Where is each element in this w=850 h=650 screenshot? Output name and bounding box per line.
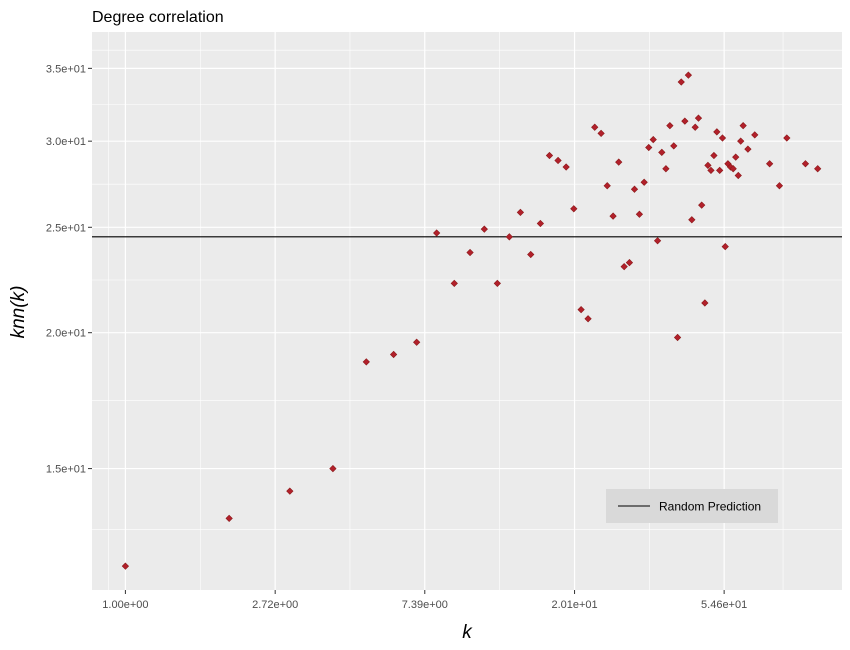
- data-point: [681, 117, 689, 125]
- x-tick-label: 2.01e+01: [551, 599, 597, 611]
- y-axis-ticks: 1.5e+01 2.0e+01 2.5e+01 3.0e+01 3.5e+01: [46, 63, 92, 476]
- data-point: [718, 134, 727, 142]
- data-point: [577, 306, 585, 314]
- data-point: [721, 242, 729, 251]
- data-point: [225, 514, 233, 522]
- data-point: [630, 185, 639, 193]
- x-axis-ticks: 1.00e+00 2.72e+00 7.39e+00 2.01e+01 5.46e+01: [102, 590, 747, 611]
- data-point: [609, 212, 617, 220]
- data-point: [625, 258, 634, 267]
- data-point: [732, 153, 740, 161]
- data-point: [691, 123, 699, 131]
- data-point: [666, 122, 674, 130]
- grid-lines: [92, 32, 842, 590]
- data-point: [677, 78, 685, 86]
- data-point: [493, 279, 501, 288]
- data-point: [694, 114, 703, 122]
- y-tick-label: 3.5e+01: [46, 63, 86, 75]
- data-point: [649, 135, 657, 144]
- data-point: [751, 131, 759, 139]
- data-point: [653, 237, 662, 245]
- data-point: [704, 161, 712, 170]
- data-point: [121, 562, 130, 570]
- data-point: [545, 151, 554, 160]
- data-point: [591, 123, 599, 131]
- data-point: [466, 248, 474, 257]
- data-point: [698, 201, 706, 209]
- data-point: [554, 156, 562, 165]
- data-point: [597, 129, 605, 137]
- data-point: [527, 250, 535, 259]
- x-tick-label: 5.46e+01: [701, 599, 747, 611]
- x-tick-label: 7.39e+00: [402, 599, 448, 611]
- data-point: [783, 134, 791, 142]
- data-point: [389, 350, 398, 359]
- data-point: [744, 145, 752, 153]
- data-point: [729, 165, 737, 173]
- data-point: [450, 279, 458, 288]
- data-point: [584, 315, 592, 323]
- data-point: [801, 160, 810, 168]
- data-point: [673, 333, 682, 342]
- data-point: [603, 182, 611, 190]
- data-point: [516, 208, 525, 217]
- data-point: [670, 142, 678, 150]
- data-point: [433, 229, 441, 237]
- y-tick-label: 1.5e+01: [46, 464, 86, 476]
- data-point: [775, 182, 784, 190]
- data-point: [536, 219, 545, 228]
- data-point: [562, 163, 570, 171]
- data-point: [658, 148, 666, 156]
- y-tick-label: 2.0e+01: [46, 328, 86, 340]
- y-axis-title: knn(k): [8, 286, 29, 339]
- data-point: [662, 165, 670, 173]
- data-point: [480, 225, 488, 233]
- data-point: [766, 160, 774, 168]
- legend: Random Prediction: [606, 489, 778, 523]
- data-point: [286, 487, 294, 495]
- y-tick-label: 2.5e+01: [46, 222, 86, 234]
- data-point: [413, 338, 421, 346]
- data-point: [505, 233, 513, 241]
- chart-title: Degree correlation: [92, 9, 224, 26]
- data-point: [701, 299, 709, 307]
- data-point: [688, 216, 696, 224]
- legend-label: Random Prediction: [659, 500, 761, 514]
- data-point: [713, 128, 721, 136]
- data-point: [716, 166, 724, 175]
- data-point: [814, 165, 822, 173]
- data-point: [362, 358, 370, 366]
- data-points: [121, 71, 822, 570]
- x-tick-label: 1.00e+00: [102, 599, 148, 611]
- x-tick-label: 2.72e+00: [252, 599, 298, 611]
- data-point: [734, 171, 742, 180]
- data-point: [615, 158, 623, 166]
- data-point: [737, 137, 745, 145]
- y-tick-label: 3.0e+01: [46, 136, 86, 148]
- data-point: [684, 71, 693, 79]
- data-point: [739, 122, 747, 130]
- data-point: [329, 464, 337, 473]
- data-point: [707, 166, 715, 175]
- data-point: [710, 151, 718, 160]
- x-axis-title: k: [462, 622, 473, 643]
- data-point: [620, 263, 628, 271]
- data-point: [645, 143, 653, 152]
- data-point: [640, 178, 648, 186]
- data-point: [635, 210, 644, 218]
- data-point: [570, 205, 578, 213]
